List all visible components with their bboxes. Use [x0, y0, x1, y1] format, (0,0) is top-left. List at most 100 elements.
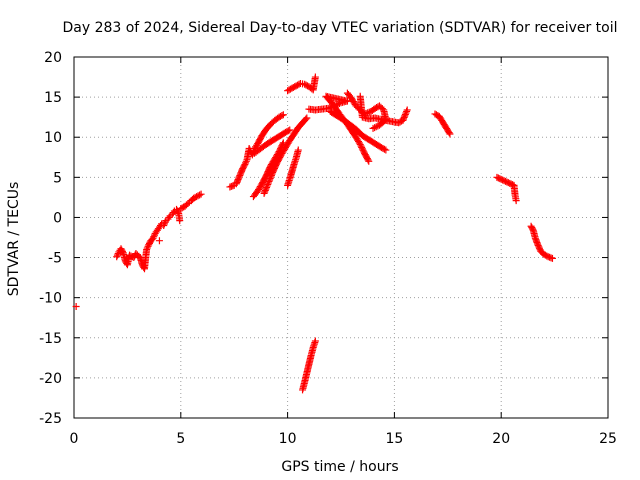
data-point — [294, 146, 302, 154]
x-axis-ticks: 0 5 10 15 20 25 — [70, 57, 617, 447]
data-point-trail — [371, 124, 379, 132]
data-point-trail — [184, 200, 192, 208]
data-point — [369, 124, 377, 132]
data-point — [446, 130, 454, 138]
data-point-trail — [267, 172, 275, 179]
data-point — [155, 237, 163, 245]
data-point — [241, 160, 249, 168]
data-point-trail — [261, 188, 269, 196]
data-point-trail — [357, 142, 365, 150]
data-point — [279, 111, 287, 119]
data-point-trail — [113, 251, 121, 259]
data-point-trail — [400, 113, 408, 121]
plot-frame — [73, 56, 609, 419]
data-point-trail — [401, 112, 409, 120]
data-point-trail — [263, 182, 271, 190]
data-point-trail — [402, 109, 410, 117]
data-point — [197, 190, 205, 198]
data-point-trail — [196, 191, 204, 199]
data-point — [365, 157, 373, 165]
y-tick-label: 20 — [44, 50, 62, 66]
data-point — [72, 302, 80, 310]
data-point-trail — [358, 143, 366, 151]
data-point-trail — [262, 185, 270, 193]
data-point-trail — [118, 247, 126, 255]
y-tick-label: 15 — [44, 90, 62, 106]
data-point-trail — [194, 192, 202, 200]
x-tick-label: 0 — [70, 431, 79, 447]
data-point — [176, 217, 184, 225]
data-point — [149, 234, 157, 242]
data-point-trail — [266, 176, 274, 184]
x-tick-label: 25 — [599, 431, 617, 447]
data-point-trail — [278, 112, 286, 120]
data-point-trail — [191, 193, 199, 201]
data-point — [548, 254, 556, 262]
y-axis-ticks: -25 -20 -15 -10 -5 0 5 10 15 20 — [39, 50, 608, 427]
data-point-trail — [266, 174, 274, 182]
data-point — [311, 337, 319, 345]
data-point — [512, 197, 520, 205]
y-tick-label: 5 — [53, 170, 62, 186]
data-point-trail — [284, 127, 292, 135]
y-tick-label: -10 — [39, 291, 62, 307]
data-point — [260, 189, 268, 197]
data-point — [382, 146, 390, 154]
data-point — [160, 221, 168, 229]
data-point-trail — [150, 233, 158, 241]
y-tick-label: -15 — [39, 331, 62, 347]
data-point — [143, 246, 151, 254]
data-point-trail — [165, 213, 173, 221]
data-point — [264, 179, 272, 187]
data-point — [303, 114, 311, 122]
data-point — [286, 126, 294, 134]
data-point-trail — [374, 122, 382, 130]
data-point-trail — [265, 177, 273, 185]
data-point-trail — [358, 145, 366, 153]
data-point-trail — [143, 244, 151, 252]
data-point-trail — [240, 162, 248, 170]
data-point — [356, 140, 364, 148]
y-tick-label: -20 — [39, 371, 62, 387]
y-tick-label: 10 — [44, 130, 62, 146]
data-point-trail — [403, 107, 411, 115]
data-point — [375, 121, 383, 129]
y-tick-label: -25 — [39, 411, 62, 427]
data-point — [311, 73, 319, 81]
data-point-trail — [267, 173, 275, 181]
data-point-trail — [160, 220, 168, 228]
y-axis-label: SDTVAR / TECUs — [6, 182, 22, 297]
x-tick-label: 15 — [385, 431, 403, 447]
y-tick-label: -5 — [48, 251, 62, 267]
data-point-trail — [263, 183, 271, 191]
data-point-trail — [529, 225, 537, 233]
data-point — [113, 253, 121, 261]
data-point-trail — [193, 193, 201, 201]
data-point — [399, 116, 407, 124]
x-tick-label: 10 — [279, 431, 297, 447]
data-point-trail — [242, 157, 250, 165]
data-point-trail — [261, 186, 269, 194]
data-point-trail — [380, 145, 388, 153]
x-tick-label: 5 — [176, 431, 185, 447]
data-point-trail — [364, 156, 372, 164]
data-point-trail — [302, 115, 310, 123]
data-point-trail — [445, 129, 453, 137]
data-point-trail — [401, 110, 409, 118]
grid-lines — [74, 57, 608, 418]
chart-title: Day 283 of 2024, Sidereal Day-to-day VTE… — [62, 20, 617, 36]
data-point-trail — [144, 242, 152, 250]
y-tick-label: 0 — [53, 210, 62, 226]
data-point — [190, 194, 198, 202]
x-tick-label: 20 — [492, 431, 510, 447]
data-point — [403, 106, 411, 114]
data-point-trail — [242, 159, 250, 167]
data-points — [72, 73, 556, 394]
data-point-trail — [264, 180, 272, 188]
data-point-trail — [359, 146, 367, 154]
data-point-trail — [372, 123, 380, 131]
x-axis-label: GPS time / hours — [281, 459, 398, 475]
data-point-trail — [365, 108, 373, 116]
data-point-trail — [400, 115, 408, 123]
